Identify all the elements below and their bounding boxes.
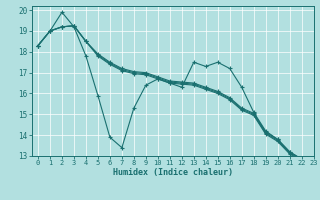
X-axis label: Humidex (Indice chaleur): Humidex (Indice chaleur)	[113, 168, 233, 177]
